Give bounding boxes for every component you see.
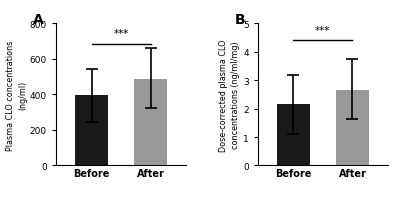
Text: ***: *** [315,26,330,36]
Bar [75,96,108,166]
Y-axis label: Dose-corrected plasma CLO
concentrations (ng/ml/mg): Dose-corrected plasma CLO concentrations… [220,39,240,151]
Y-axis label: Plasma CLO concentrations
(ng/ml): Plasma CLO concentrations (ng/ml) [6,40,27,150]
Bar [336,91,369,166]
Bar [134,80,167,166]
Bar [277,105,310,166]
Text: A: A [32,13,43,27]
Text: ***: *** [114,28,129,38]
Text: B: B [234,13,245,27]
